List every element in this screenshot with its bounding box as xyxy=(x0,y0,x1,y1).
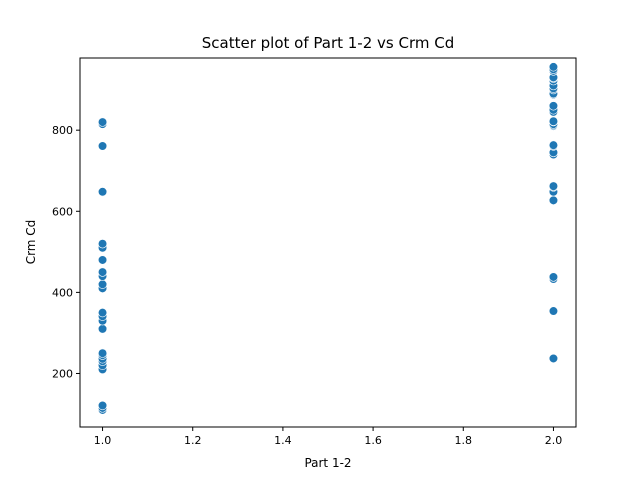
scatter-point xyxy=(97,308,108,318)
scatter-point xyxy=(548,195,559,205)
scatter-point xyxy=(97,348,108,358)
scatter-point xyxy=(548,140,559,150)
x-tick-label: 2.0 xyxy=(545,434,563,447)
axes-frame xyxy=(79,57,577,428)
x-axis-ticks: 1.0 1.2 1.4 1.6 1.8 2.0 xyxy=(94,427,562,447)
scatter-point xyxy=(548,116,559,126)
x-tick-label: 1.2 xyxy=(184,434,202,447)
scatter-point xyxy=(97,255,108,265)
scatter-point xyxy=(97,239,108,249)
y-tick-label: 800 xyxy=(52,124,73,137)
scatter-point xyxy=(548,353,559,364)
points-layer xyxy=(97,62,559,415)
scatter-point xyxy=(97,187,108,197)
scatter-point xyxy=(548,101,559,111)
scatter-point xyxy=(548,62,559,72)
chart-title: Scatter plot of Part 1-2 vs Crm Cd xyxy=(202,34,455,52)
scatter-point xyxy=(548,272,559,282)
x-tick-label: 1.8 xyxy=(455,434,473,447)
scatter-point xyxy=(97,117,108,127)
y-tick-label: 400 xyxy=(52,286,73,299)
scatter-point xyxy=(548,181,559,191)
scatter-point xyxy=(548,306,559,316)
scatter-point xyxy=(97,400,108,411)
x-tick-label: 1.6 xyxy=(364,434,382,447)
y-tick-label: 200 xyxy=(52,367,73,380)
scatter-point xyxy=(97,279,108,289)
scatter-point xyxy=(97,141,108,151)
y-axis-ticks: 200 400 600 800 xyxy=(52,124,80,380)
y-axis-label: Crm Cd xyxy=(24,220,38,265)
x-tick-label: 1.0 xyxy=(94,434,112,447)
plot-area: 1.0 1.2 1.4 1.6 1.8 2.0 200 400 600 800 xyxy=(52,57,577,447)
x-tick-label: 1.4 xyxy=(274,434,292,447)
y-tick-label: 600 xyxy=(52,205,73,218)
scatter-point xyxy=(97,324,108,334)
scatter-point xyxy=(97,267,108,277)
x-axis-label: Part 1-2 xyxy=(304,456,351,470)
